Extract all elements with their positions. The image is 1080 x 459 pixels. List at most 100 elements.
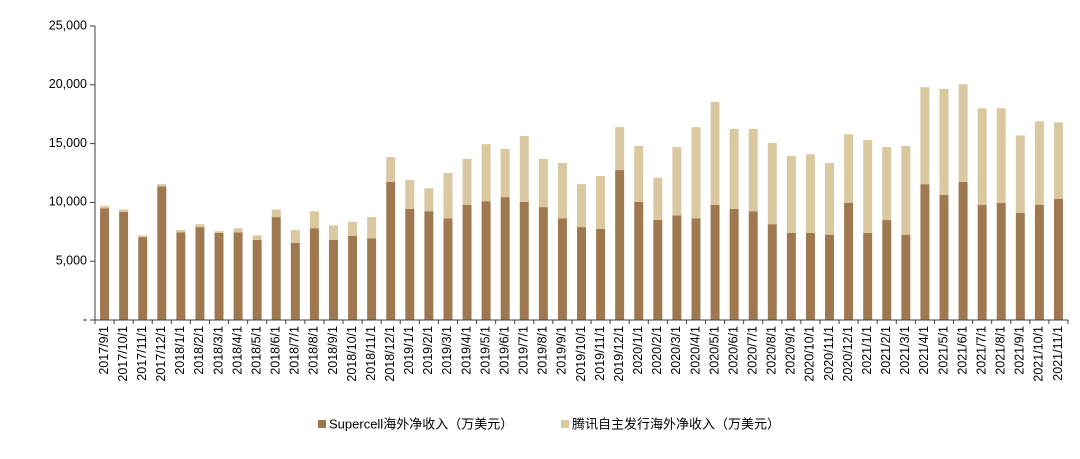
supercell-bar (805, 232, 815, 320)
x-tick-label: 2017/12/1 (154, 326, 168, 382)
supercell-bar (958, 181, 968, 320)
supercell-bar (195, 227, 205, 320)
bars (100, 84, 1063, 320)
tencent-bar (920, 87, 930, 185)
supercell-bar (462, 204, 472, 320)
supercell-bar (996, 202, 1006, 320)
supercell-bar (405, 208, 415, 320)
supercell-bar (157, 186, 167, 320)
x-tick-label: 2020/10/1 (803, 326, 817, 382)
x-tick-label: 2021/5/1 (936, 326, 950, 375)
supercell-bar (920, 184, 930, 320)
x-tick-label: 2018/5/1 (249, 326, 263, 375)
x-tick-label: 2019/10/1 (574, 326, 588, 382)
supercell-bar (1053, 198, 1063, 320)
x-tick-label: 2020/2/1 (650, 326, 664, 375)
x-tick-label: 2019/6/1 (497, 326, 511, 375)
x-tick-label: 2018/9/1 (326, 326, 340, 375)
tencent-bar (729, 128, 739, 209)
x-tick-label: 2020/8/1 (765, 326, 779, 375)
tencent-bar (1015, 135, 1025, 213)
supercell-bar (252, 240, 262, 320)
supercell-bar (348, 235, 358, 320)
supercell-bar (519, 201, 529, 320)
axes (94, 26, 1068, 321)
tencent-bar (538, 158, 548, 208)
y-tick-label: 20,000 (49, 77, 87, 91)
tencent-bar (290, 230, 300, 243)
x-tick-label: 2020/4/1 (688, 326, 702, 375)
tencent-bar (329, 225, 338, 241)
tencent-bar (367, 217, 377, 239)
supercell-bar (138, 237, 148, 320)
x-tick-label: 2021/3/1 (898, 326, 912, 375)
x-tick-label: 2020/1/1 (631, 326, 645, 375)
y-tick-label: 10,000 (49, 195, 87, 209)
legend-swatch-tencent (561, 420, 569, 428)
x-tick-label: 2019/5/1 (478, 326, 492, 375)
supercell-bar (653, 220, 663, 320)
x-tick-label: 2018/11/1 (364, 326, 378, 381)
x-tick-label: 2020/3/1 (669, 326, 683, 375)
supercell-bar (634, 201, 644, 320)
x-tick-label: 2019/9/1 (555, 326, 569, 375)
tencent-bar (1034, 121, 1044, 205)
supercell-bar (329, 240, 338, 320)
x-tick-label: 2018/7/1 (288, 326, 302, 375)
tencent-bar (519, 135, 529, 202)
x-tick-label: 2018/6/1 (269, 326, 283, 375)
x-tick-label: 2017/10/1 (116, 326, 130, 382)
tencent-bar (252, 235, 262, 241)
tencent-bar (882, 147, 892, 221)
x-tick-label: 2018/1/1 (173, 326, 187, 375)
x-tick-label: 2017/11/1 (135, 326, 149, 381)
supercell-bar (615, 170, 625, 320)
tencent-bar (176, 230, 186, 233)
tencent-bar (100, 205, 110, 209)
supercell-bar (901, 234, 911, 320)
tencent-bar (424, 188, 434, 212)
x-tick-label: 2021/8/1 (994, 326, 1008, 375)
x-tick-label: 2019/11/1 (593, 326, 607, 381)
x-tick-label: 2020/7/1 (746, 326, 760, 375)
tencent-bar (405, 180, 415, 209)
supercell-bar (863, 232, 873, 320)
y-axis-ticks: - 5,000 10,000 15,000 20,000 25,000 (49, 18, 95, 326)
legend: Supercell海外净收入（万美元） 腾讯自主发行海外净收入（万美元） (318, 417, 780, 432)
supercell-bar (596, 228, 606, 320)
supercell-bar (748, 211, 758, 320)
tencent-bar (634, 145, 644, 202)
tencent-bar (500, 148, 510, 198)
tencent-bar (596, 175, 606, 229)
x-tick-label: 2021/4/1 (917, 326, 931, 375)
supercell-bar (367, 238, 377, 320)
tencent-bar (1053, 122, 1063, 199)
supercell-bar (271, 217, 281, 320)
tencent-bar (481, 144, 491, 202)
tencent-bar (119, 209, 129, 212)
tencent-bar (653, 177, 663, 221)
tencent-bar (309, 211, 319, 229)
supercell-bar (939, 194, 949, 320)
supercell-bar (176, 232, 186, 320)
tencent-bar (386, 157, 396, 182)
tencent-bar (348, 221, 358, 236)
tencent-bar (233, 228, 243, 233)
supercell-bar (1015, 212, 1025, 320)
x-tick-label: 2020/11/1 (822, 326, 836, 381)
supercell-bar (825, 234, 835, 320)
y-tick-label: 15,000 (49, 136, 87, 150)
x-tick-label: 2019/2/1 (421, 326, 435, 375)
supercell-bar (577, 227, 586, 320)
tencent-bar (901, 145, 911, 235)
legend-label-supercell: Supercell海外净收入（万美元） (329, 417, 513, 432)
x-tick-label: 2021/7/1 (974, 326, 988, 375)
supercell-bar (882, 220, 892, 320)
x-tick-label: 2018/4/1 (230, 326, 244, 375)
supercell-bar (386, 181, 396, 320)
supercell-bar (538, 207, 548, 320)
y-tick-label: - (83, 312, 87, 326)
tencent-bar (977, 108, 987, 205)
x-tick-label: 2017/9/1 (97, 326, 111, 375)
